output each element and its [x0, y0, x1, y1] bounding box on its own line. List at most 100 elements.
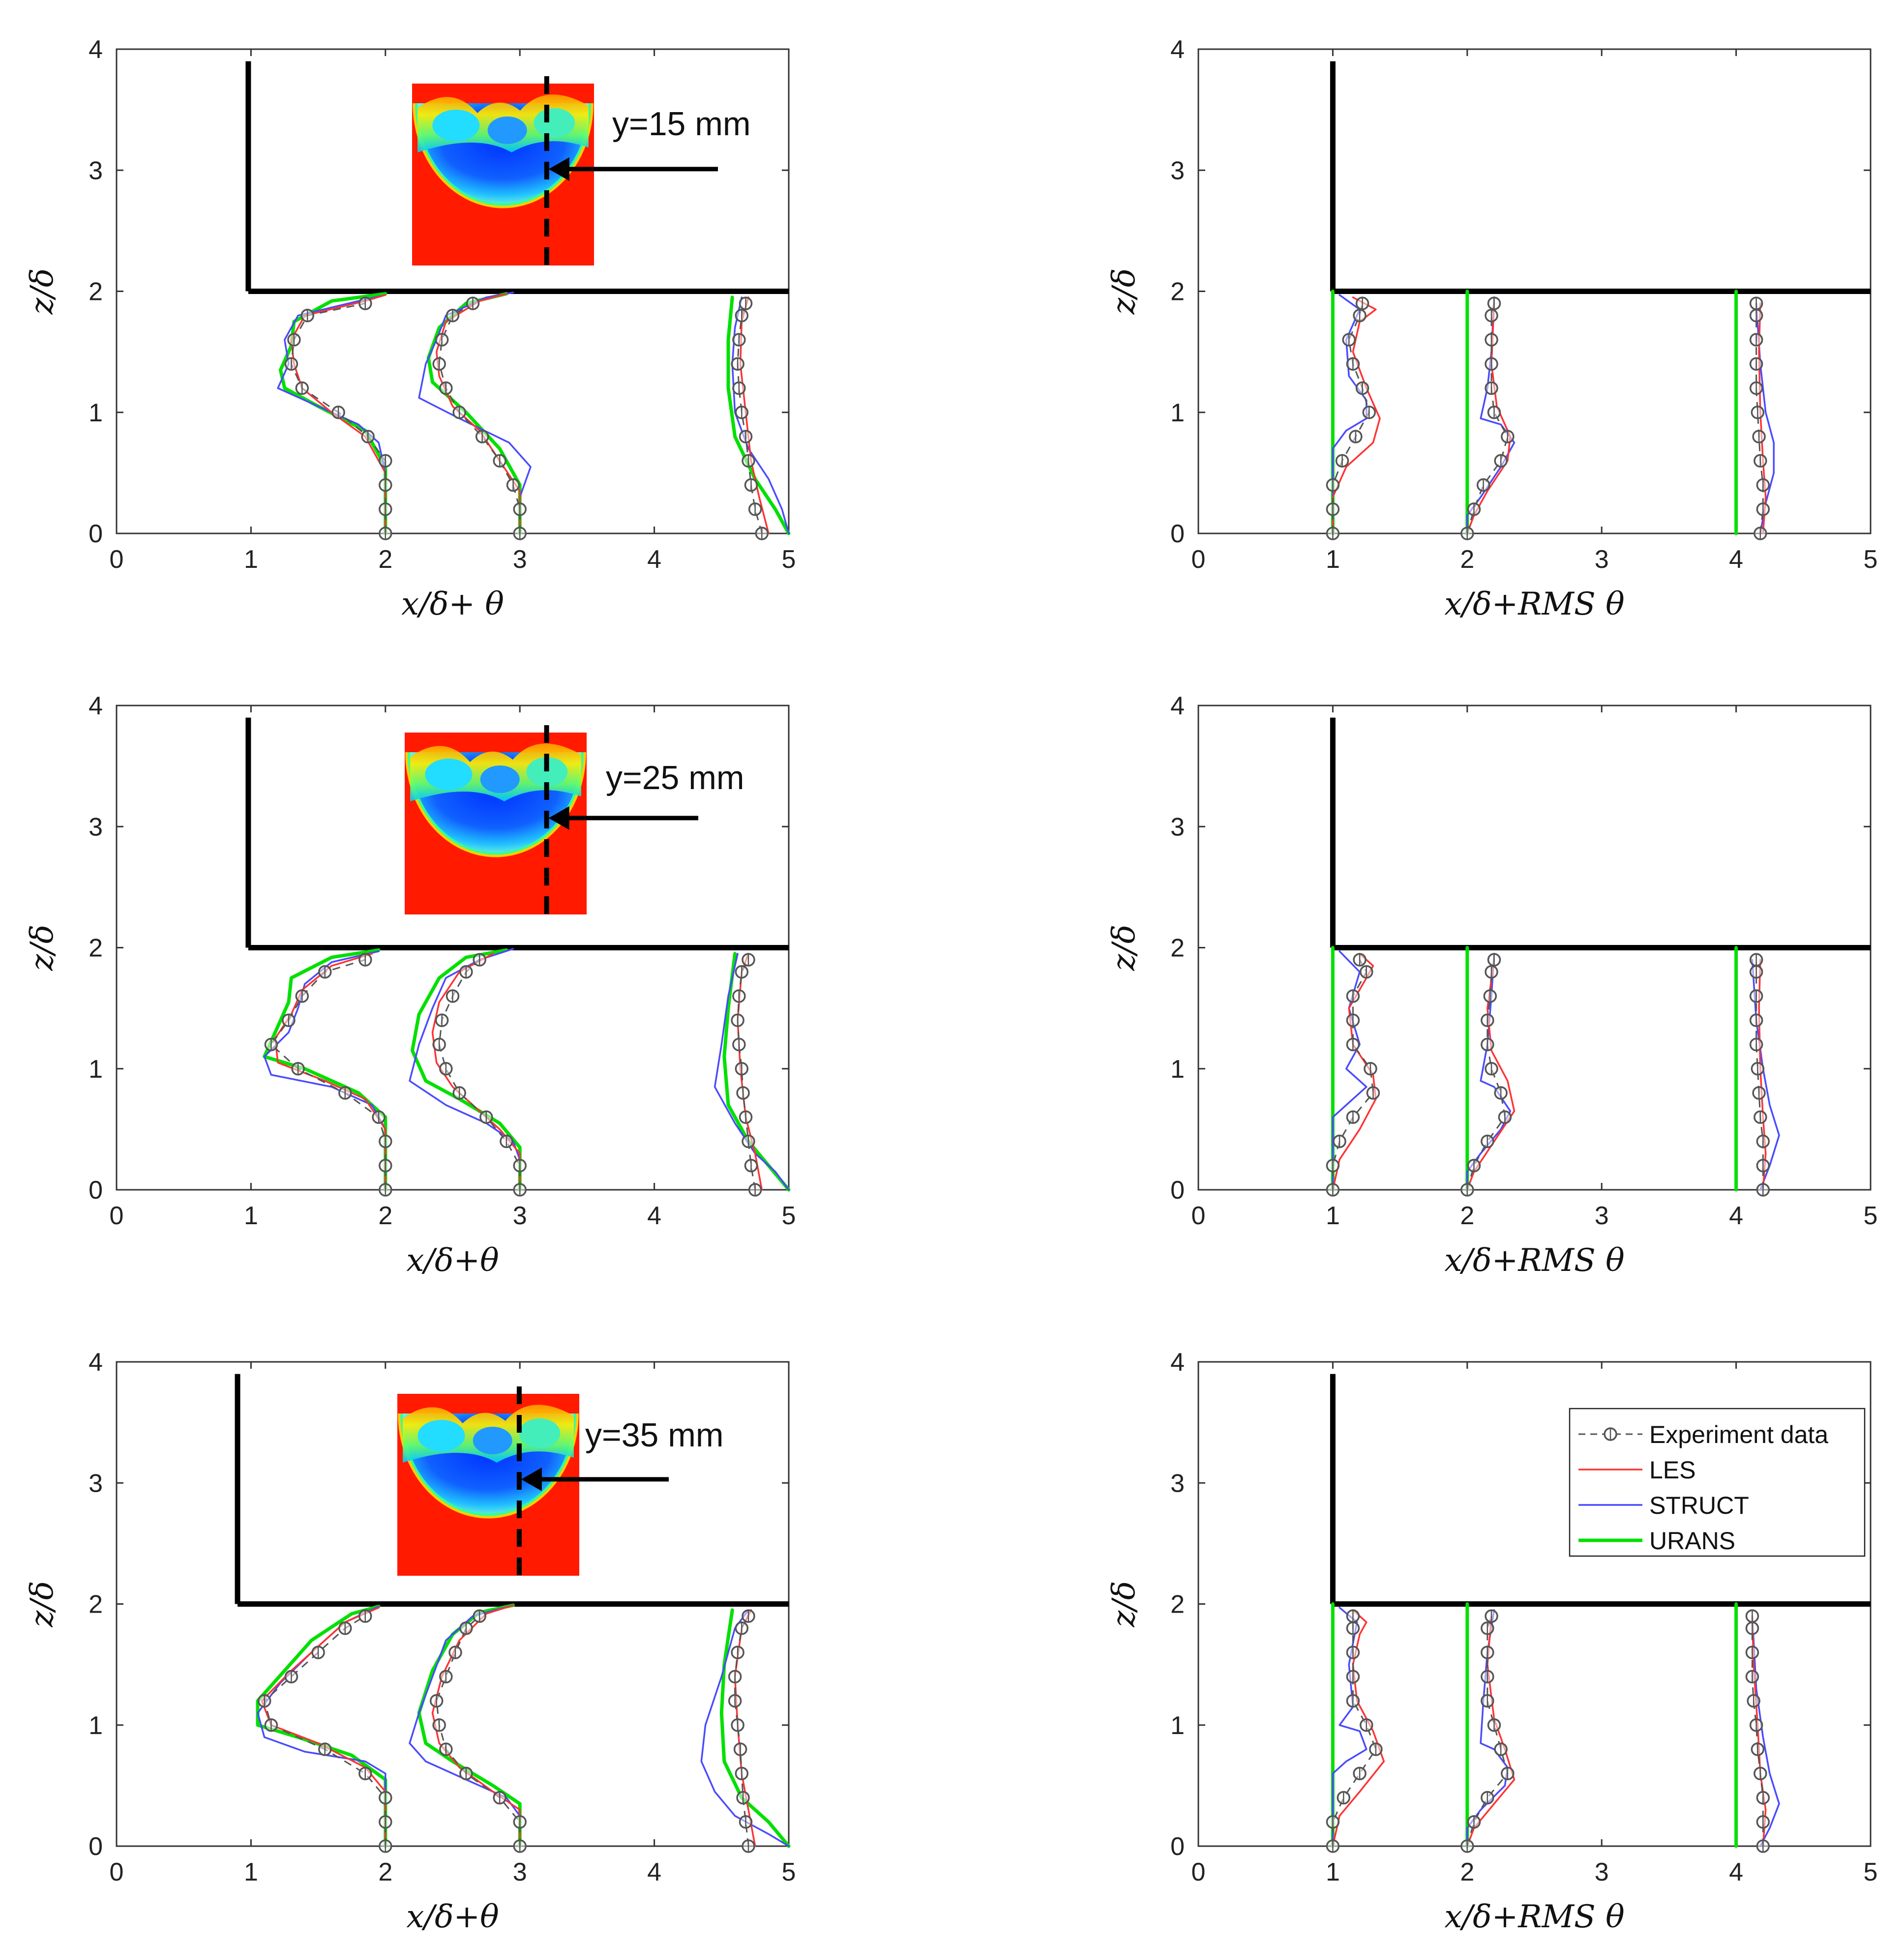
x-tick-label: 5 [782, 545, 796, 574]
y-tick-label: 1 [1170, 1711, 1185, 1740]
x-tick-label: 2 [378, 1202, 392, 1230]
inset-vortex [417, 1420, 465, 1451]
y-tick-label: 2 [1170, 278, 1185, 306]
contour-inset: y=35 mm [397, 1386, 724, 1586]
x-tick-label: 5 [782, 1202, 796, 1230]
x-tick-label: 3 [513, 1858, 527, 1886]
series-urans-line-3 [726, 295, 791, 535]
y-tick-label: 4 [1170, 692, 1185, 720]
x-axis-label: x/δ+RMS θ [1444, 1899, 1624, 1935]
legend-label: LES [1649, 1456, 1696, 1484]
y-tick-label: 1 [89, 399, 103, 427]
y-axis-label: z/δ [24, 925, 60, 972]
contour-inset: y=25 mm [405, 725, 744, 924]
x-tick-label: 4 [1729, 545, 1743, 574]
y-tick-label: 0 [89, 520, 103, 548]
series-struct-line-3 [731, 296, 790, 534]
y-tick-label: 1 [1170, 1055, 1185, 1084]
chart-panel-r3c1: 0 1 2 3 4 5 0 1 2 3 4 x/δ+θ z/δ y=35 mm [24, 1348, 796, 1935]
y-tick-label: 3 [89, 1469, 103, 1498]
y-axis-label: z/δ [24, 268, 60, 315]
series-struct-line-2 [409, 1604, 521, 1847]
x-tick-label: 0 [1191, 1202, 1206, 1230]
x-axis-label: x/δ+θ [406, 1242, 499, 1279]
x-tick-label: 4 [647, 1858, 661, 1886]
series-experiment-line-1 [1332, 959, 1374, 1190]
y-axis-label: z/δ [1106, 268, 1142, 315]
chart-panel-r1c2: 0 1 2 3 4 5 0 1 2 3 4 x/δ+RMS θ z/δ [1106, 35, 1877, 622]
x-tick-label: 3 [1595, 1202, 1609, 1230]
series-experiment-line-2 [1466, 303, 1509, 534]
x-tick-label: 5 [1864, 545, 1878, 574]
legend-entry-struct: STRUCT [1578, 1492, 1749, 1519]
inset-arrow-head [521, 1467, 542, 1491]
inset-vortex [473, 1427, 512, 1454]
x-tick-label: 2 [1460, 545, 1474, 574]
series-struct-line-2 [418, 292, 532, 534]
series-struct-line-1 [1332, 294, 1368, 534]
inset-arrow-head [548, 806, 569, 830]
y-tick-label: 0 [89, 1176, 103, 1205]
series-struct-line-3 [1751, 1615, 1780, 1847]
chart-panel-r2c2: 0 1 2 3 4 5 0 1 2 3 4 x/δ+RMS θ z/δ [1106, 692, 1877, 1279]
series-les-line-1 [1332, 296, 1381, 534]
chart-panel-r1c1: 0 1 2 3 4 5 0 1 2 3 4 x/δ+ θ z/δ y=15 mm [24, 35, 796, 622]
x-tick-label: 2 [1460, 1858, 1474, 1886]
x-tick-label: 4 [647, 1202, 661, 1230]
y-tick-label: 2 [1170, 934, 1185, 963]
inset-vortex [432, 110, 480, 141]
y-tick-label: 3 [89, 813, 103, 841]
inset-vortex [487, 117, 527, 144]
x-tick-label: 1 [1326, 545, 1340, 574]
y-tick-label: 0 [1170, 1832, 1185, 1861]
y-tick-label: 3 [1170, 156, 1185, 185]
chart-panel-r2c1: 0 1 2 3 4 5 0 1 2 3 4 x/δ+θ z/δ y=25 mm [24, 692, 796, 1279]
legend-entry-urans: URANS [1578, 1527, 1735, 1555]
x-axis-label: x/δ+θ [406, 1899, 499, 1935]
y-tick-label: 1 [89, 1711, 103, 1740]
inset-arrow-head [548, 157, 569, 181]
x-tick-label: 5 [782, 1858, 796, 1886]
inset-position-label: y=15 mm [612, 105, 751, 143]
series-urans-line-2 [411, 948, 522, 1192]
y-tick-label: 2 [1170, 1590, 1185, 1619]
inset-vortex [534, 108, 575, 138]
x-tick-label: 3 [513, 545, 527, 574]
legend-entry-les: LES [1578, 1456, 1696, 1484]
series-les-line-1 [261, 1607, 387, 1847]
series-experiment-line-2 [438, 959, 521, 1190]
series-les-line-1 [1332, 1609, 1385, 1847]
y-tick-label: 4 [1170, 35, 1185, 64]
x-tick-label: 2 [378, 1858, 392, 1886]
inset-vortex [526, 757, 568, 787]
y-tick-label: 4 [89, 692, 103, 720]
y-tick-label: 3 [89, 156, 103, 185]
series-les-line-1 [290, 294, 387, 534]
inset-position-label: y=25 mm [606, 759, 744, 796]
series-experiment-line-2 [438, 302, 521, 533]
x-tick-label: 0 [1191, 545, 1206, 574]
legend-box [1569, 1408, 1866, 1557]
x-tick-label: 1 [244, 545, 258, 574]
legend-label: URANS [1649, 1527, 1735, 1555]
legend-label: Experiment data [1649, 1421, 1828, 1448]
series-experiment-line-1 [1332, 1616, 1377, 1846]
series-struct-line-3 [700, 1609, 790, 1847]
y-axis-label: z/δ [1106, 925, 1142, 972]
series-urans-line-1 [263, 948, 387, 1192]
y-tick-label: 1 [89, 1055, 103, 1084]
x-axis-label: x/δ+RMS θ [1444, 1242, 1624, 1279]
x-tick-label: 1 [244, 1858, 258, 1886]
x-tick-label: 4 [647, 545, 661, 574]
series-struct-line-1 [263, 950, 387, 1191]
x-tick-label: 5 [1864, 1202, 1878, 1230]
x-tick-label: 0 [1191, 1858, 1206, 1886]
x-axis-label: x/δ+RMS θ [1444, 586, 1624, 622]
x-tick-label: 2 [378, 545, 392, 574]
y-tick-label: 3 [1170, 1469, 1185, 1498]
y-tick-label: 4 [89, 35, 103, 64]
inset-vortex [519, 1418, 561, 1448]
x-tick-label: 0 [110, 545, 124, 574]
x-tick-label: 5 [1864, 1858, 1878, 1886]
